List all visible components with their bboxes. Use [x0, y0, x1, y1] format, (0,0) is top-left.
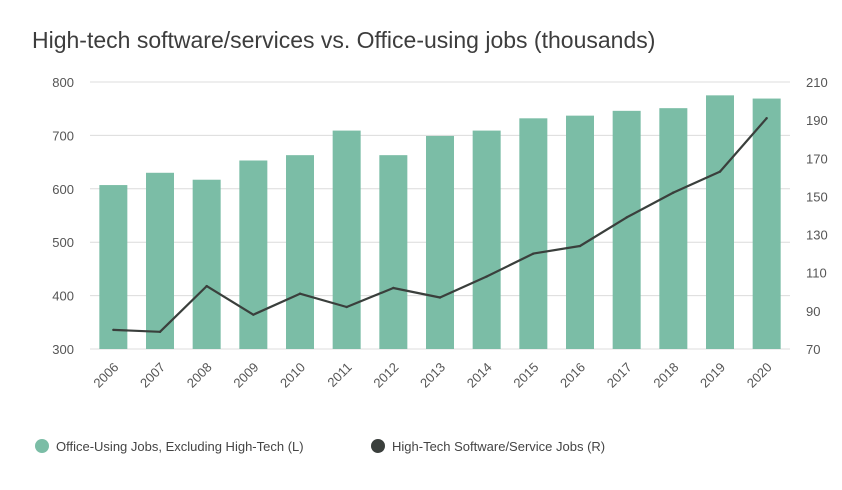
bar-2015: [519, 118, 548, 349]
line-point-2006: [112, 328, 115, 332]
line-point-2009: [252, 313, 255, 316]
x-tick-label: 2012: [370, 360, 401, 391]
x-tick-label: 2013: [417, 360, 448, 391]
x-tick-label: 2009: [230, 360, 261, 391]
right-y-tick-label: 110: [806, 266, 827, 281]
left-y-tick-label: 800: [52, 75, 74, 90]
bar-2010: [286, 155, 314, 349]
right-y-tick-label: 70: [806, 342, 820, 357]
bar-2020: [752, 98, 781, 349]
bar-2008: [192, 179, 221, 349]
bar-2016: [566, 115, 594, 349]
x-tick-label: 2010: [277, 360, 308, 391]
line-point-2019: [718, 170, 722, 173]
x-tick-label: 2015: [510, 360, 541, 391]
line-point-2016: [578, 244, 582, 248]
bar-2006: [99, 185, 128, 349]
x-tick-label: 2017: [604, 360, 635, 391]
legend: Office-Using Jobs, Excluding High-Tech (…: [35, 439, 605, 454]
right-y-axis: 70 90 110 130 150 170 190 210: [806, 75, 828, 357]
bar-2012: [379, 155, 408, 349]
right-y-tick-label: 170: [806, 151, 828, 166]
bar-2019: [706, 95, 734, 349]
x-tick-label: 2016: [557, 360, 588, 391]
left-y-tick-label: 500: [52, 235, 74, 250]
bar-series: [99, 95, 781, 349]
left-y-tick-label: 700: [52, 128, 74, 143]
line-point-2018: [672, 191, 675, 194]
line-series: [112, 117, 768, 334]
legend-label-hightech-jobs: High-Tech Software/Service Jobs (R): [392, 439, 605, 454]
line-point-2011: [345, 305, 348, 309]
bar-2017: [612, 110, 641, 349]
left-y-axis: 300 400 500 600 700 800: [52, 75, 74, 357]
bar-2014: [472, 130, 501, 349]
legend-swatch-office-jobs: [35, 439, 49, 453]
bar-2007: [146, 172, 174, 349]
x-tick-label: 2014: [464, 360, 495, 391]
left-y-tick-label: 300: [52, 342, 74, 357]
chart-title: High-tech software/services vs. Office-u…: [32, 27, 655, 53]
bar-2011: [332, 130, 361, 349]
line-point-2010: [298, 292, 302, 295]
x-tick-label: 2008: [184, 360, 215, 391]
line-point-2013: [438, 296, 442, 299]
right-y-tick-label: 90: [806, 304, 820, 319]
line-point-2012: [392, 286, 395, 290]
legend-label-office-jobs: Office-Using Jobs, Excluding High-Tech (…: [56, 439, 304, 454]
legend-swatch-hightech-jobs: [371, 439, 385, 453]
line-point-2015: [532, 252, 535, 255]
right-y-tick-label: 130: [806, 228, 828, 243]
x-tick-label: 2020: [744, 360, 775, 391]
line-point-2017: [625, 216, 628, 219]
left-y-tick-label: 400: [52, 289, 74, 304]
x-tick-label: 2007: [137, 360, 168, 391]
right-y-tick-label: 190: [806, 113, 828, 128]
x-tick-label: 2006: [90, 360, 121, 391]
bar-2009: [239, 160, 268, 349]
bar-2018: [659, 108, 688, 349]
x-axis: 2006 2007 2008 2009 2010 2011 2012 2013 2014 2015…: [90, 360, 774, 391]
x-tick-label: 2019: [697, 360, 728, 391]
x-tick-label: 2018: [650, 360, 681, 391]
line-point-2007: [158, 330, 162, 334]
left-y-tick-label: 600: [52, 182, 74, 197]
right-y-tick-label: 150: [806, 189, 828, 204]
bar-2013: [426, 135, 454, 349]
line-point-2008: [205, 284, 208, 288]
x-tick-label: 2011: [324, 360, 354, 390]
line-point-2020: [765, 117, 768, 120]
right-y-tick-label: 210: [806, 75, 828, 90]
line-point-2014: [485, 275, 488, 278]
